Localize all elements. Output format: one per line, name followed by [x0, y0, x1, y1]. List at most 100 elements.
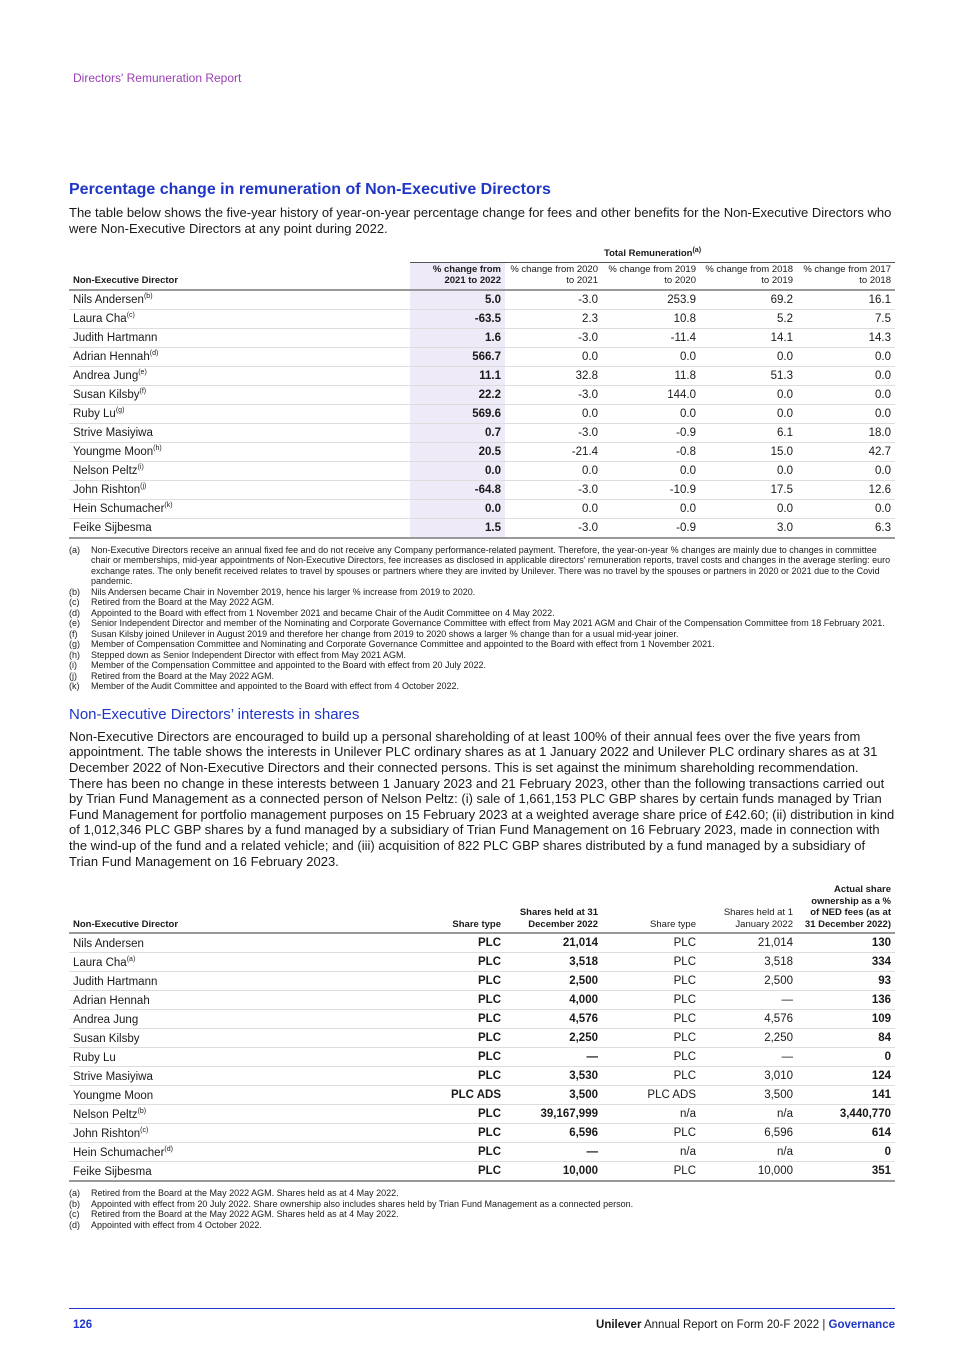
- table-row: Nils Andersen PLC 21,014 PLC 21,014 130: [69, 933, 895, 954]
- table-cell: 16.1: [797, 289, 895, 310]
- table-cell: PLC: [410, 1104, 505, 1125]
- director-name: Laura Cha(a): [69, 952, 410, 973]
- director-name: Nelson Peltz(i): [69, 461, 410, 481]
- table-cell: -3.0: [505, 518, 602, 539]
- table-cell: 14.1: [700, 328, 797, 348]
- table-cell: PLC: [602, 1161, 700, 1183]
- table-cell: PLC: [410, 952, 505, 973]
- section1-intro: The table below shows the five-year hist…: [69, 205, 892, 236]
- table-cell: 0.0: [700, 347, 797, 367]
- table-cell: 1.6: [410, 328, 505, 348]
- table-cell: 0.0: [700, 499, 797, 519]
- footnote-ref: (d): [149, 350, 159, 358]
- table-cell: 11.1: [410, 366, 505, 386]
- column-header: Shares held at 1 January 2022: [700, 883, 797, 935]
- column-header: Non-Executive Director: [69, 883, 410, 935]
- table-cell: 0: [797, 1142, 895, 1163]
- table-cell: 0.0: [797, 404, 895, 424]
- table-cell: 0.0: [797, 499, 895, 519]
- table-cell: 2,500: [700, 971, 797, 992]
- table-cell: 93: [797, 971, 895, 992]
- table-cell: 3,518: [505, 952, 602, 973]
- table-row: Hein Schumacher(d) PLC — n/a n/a 0: [69, 1142, 895, 1163]
- table-cell: 10.8: [602, 309, 700, 329]
- table-cell: -63.5: [410, 309, 505, 329]
- table-cell: PLC: [602, 952, 700, 973]
- table-cell: 6.1: [700, 423, 797, 443]
- table-cell: -3.0: [505, 289, 602, 310]
- footnote-ref: (j): [140, 483, 147, 491]
- table-row: John Rishton(j) -64.8 -3.0 -10.9 17.5 12.6: [69, 480, 895, 500]
- share-interests-table: Non-Executive Director Share type Shares h…: [69, 883, 895, 1183]
- table-cell: 3,530: [505, 1066, 602, 1087]
- table-cell: n/a: [602, 1142, 700, 1163]
- director-name: Hein Schumacher(k): [69, 499, 410, 519]
- table-cell: 3,518: [700, 952, 797, 973]
- table-cell: 0.0: [602, 347, 700, 367]
- table-cell: 0.0: [602, 461, 700, 481]
- table-cell: 39,167,999: [505, 1104, 602, 1125]
- table-row: Hein Schumacher(k) 0.0 0.0 0.0 0.0 0.0: [69, 499, 895, 519]
- table-row: Susan Kilsby PLC 2,250 PLC 2,250 84: [69, 1028, 895, 1049]
- table-cell: 0.0: [410, 461, 505, 481]
- footnote: (a) Non-Executive Directors receive an an…: [69, 544, 891, 587]
- table-row: John Rishton(c) PLC 6,596 PLC 6,596 614: [69, 1123, 895, 1144]
- running-header: Directors' Remuneration Report: [73, 71, 242, 85]
- table-cell: 0.0: [797, 366, 895, 386]
- column-header: % change from 2020 to 2021: [505, 262, 602, 291]
- table-cell: 0.0: [700, 461, 797, 481]
- table-cell: 2.3: [505, 309, 602, 329]
- footnote: (h) Stepped down as Senior Independent Di…: [69, 649, 407, 660]
- column-header: Share type: [410, 883, 505, 935]
- footnote: (a) Retired from the Board at the May 202…: [69, 1188, 399, 1199]
- table-cell: PLC: [410, 971, 505, 992]
- table-row: Nelson Peltz(b) PLC 39,167,999 n/a n/a 3,440,…: [69, 1104, 895, 1125]
- table-cell: 4,576: [700, 1009, 797, 1030]
- table-row: Ruby Lu PLC — PLC —0: [69, 1047, 895, 1068]
- table2-footnotes: (a) Retired from the Board at the May 202…: [69, 1188, 895, 1230]
- director-name: Susan Kilsby: [69, 1028, 410, 1049]
- table-cell: 566.7: [410, 347, 505, 367]
- footnote-ref: (c): [140, 1126, 149, 1134]
- footnote-ref: (g): [115, 407, 125, 415]
- table-cell: PLC: [410, 1047, 505, 1068]
- director-name: Judith Hartmann: [69, 971, 410, 992]
- remuneration-change-table: Total Remuneration(a) Non-Executive Dire…: [69, 244, 895, 539]
- table-cell: 2,250: [700, 1028, 797, 1049]
- table-cell: 69.2: [700, 289, 797, 310]
- footnote: (d) Appointed to the Board with effect fr…: [69, 607, 555, 618]
- column-header: Shares held at 31 December 2022: [505, 883, 602, 935]
- table-cell: —: [700, 1047, 797, 1068]
- footnote-ref: (b): [143, 293, 153, 301]
- table-cell: PLC: [602, 933, 700, 954]
- table-cell: 10,000: [700, 1161, 797, 1183]
- table-row: Susan Kilsby(f) 22.2 -3.0 144.0 0.0 0.0: [69, 385, 895, 405]
- table-cell: —: [700, 990, 797, 1011]
- table-cell: 21,014: [700, 933, 797, 954]
- director-name: Andrea Jung(e): [69, 366, 410, 386]
- footnote: (i) Member of the Compensation Committee …: [69, 660, 487, 671]
- table-cell: PLC ADS: [602, 1085, 700, 1106]
- table-cell: 0.7: [410, 423, 505, 443]
- column-header: Non-Executive Director: [69, 262, 410, 291]
- table-cell: 253.9: [602, 289, 700, 310]
- table-cell: n/a: [602, 1104, 700, 1125]
- table-cell: 141: [797, 1085, 895, 1106]
- table-row: Feike Sijbesma PLC 10,000 PLC 10,000 351: [69, 1161, 895, 1183]
- table-cell: -64.8: [410, 480, 505, 500]
- table-cell: 2,500: [505, 971, 602, 992]
- table-cell: PLC: [602, 1066, 700, 1087]
- table-cell: PLC: [602, 1028, 700, 1049]
- table-row: Judith Hartmann PLC 2,500 PLC 2,500 93: [69, 971, 895, 992]
- table-cell: 2,250: [505, 1028, 602, 1049]
- table-cell: -11.4: [602, 328, 700, 348]
- table-row: Youngme Moon PLC ADS 3,500 PLC ADS 3,500 141: [69, 1085, 895, 1106]
- table-cell: 10,000: [505, 1161, 602, 1183]
- column-header: % change from 2017 to 2018: [797, 262, 895, 291]
- footnote: (k) Member of the Audit Committee and app…: [69, 681, 460, 692]
- director-name: Susan Kilsby(f): [69, 385, 410, 405]
- table-cell: 0.0: [505, 404, 602, 424]
- table-cell: 5.0: [410, 289, 505, 310]
- table-cell: 3,010: [700, 1066, 797, 1087]
